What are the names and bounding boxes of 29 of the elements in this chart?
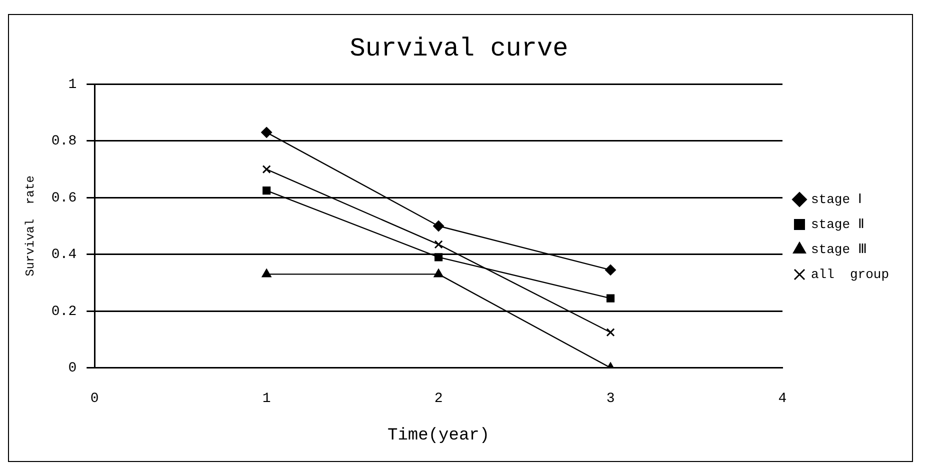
x-tick-label: 4 — [778, 390, 787, 407]
point — [262, 268, 272, 278]
y-tick-label: 0.4 — [51, 247, 77, 264]
point — [434, 268, 444, 278]
y-tick-label: 0 — [68, 360, 77, 377]
point — [433, 220, 444, 232]
point — [606, 294, 615, 302]
point — [606, 328, 615, 337]
legend-label: stage Ⅰ — [810, 192, 862, 207]
point — [605, 264, 616, 276]
chart-title: Survival curve — [350, 33, 568, 64]
point — [434, 240, 443, 249]
x-tick-label: 3 — [606, 390, 615, 407]
point — [434, 253, 443, 262]
point — [262, 164, 271, 174]
legend-label: all group — [810, 266, 890, 282]
legend-label: stage Ⅲ — [810, 242, 867, 257]
x-axis-title: Time(year) — [388, 426, 490, 446]
y-tick-label: 0.2 — [51, 304, 77, 320]
x-tick-label: 0 — [90, 390, 99, 407]
point — [262, 186, 271, 195]
y-tick-label: 0.8 — [51, 134, 77, 150]
y-tick-label: 0.6 — [51, 190, 77, 206]
y-tick-label: 1 — [68, 76, 77, 93]
y-axis-title: Survival rate — [23, 176, 38, 276]
x-tick-label: 2 — [434, 390, 443, 407]
x-tick-label: 1 — [262, 390, 271, 407]
point — [261, 126, 272, 138]
legend-label: stage Ⅱ — [810, 216, 864, 232]
